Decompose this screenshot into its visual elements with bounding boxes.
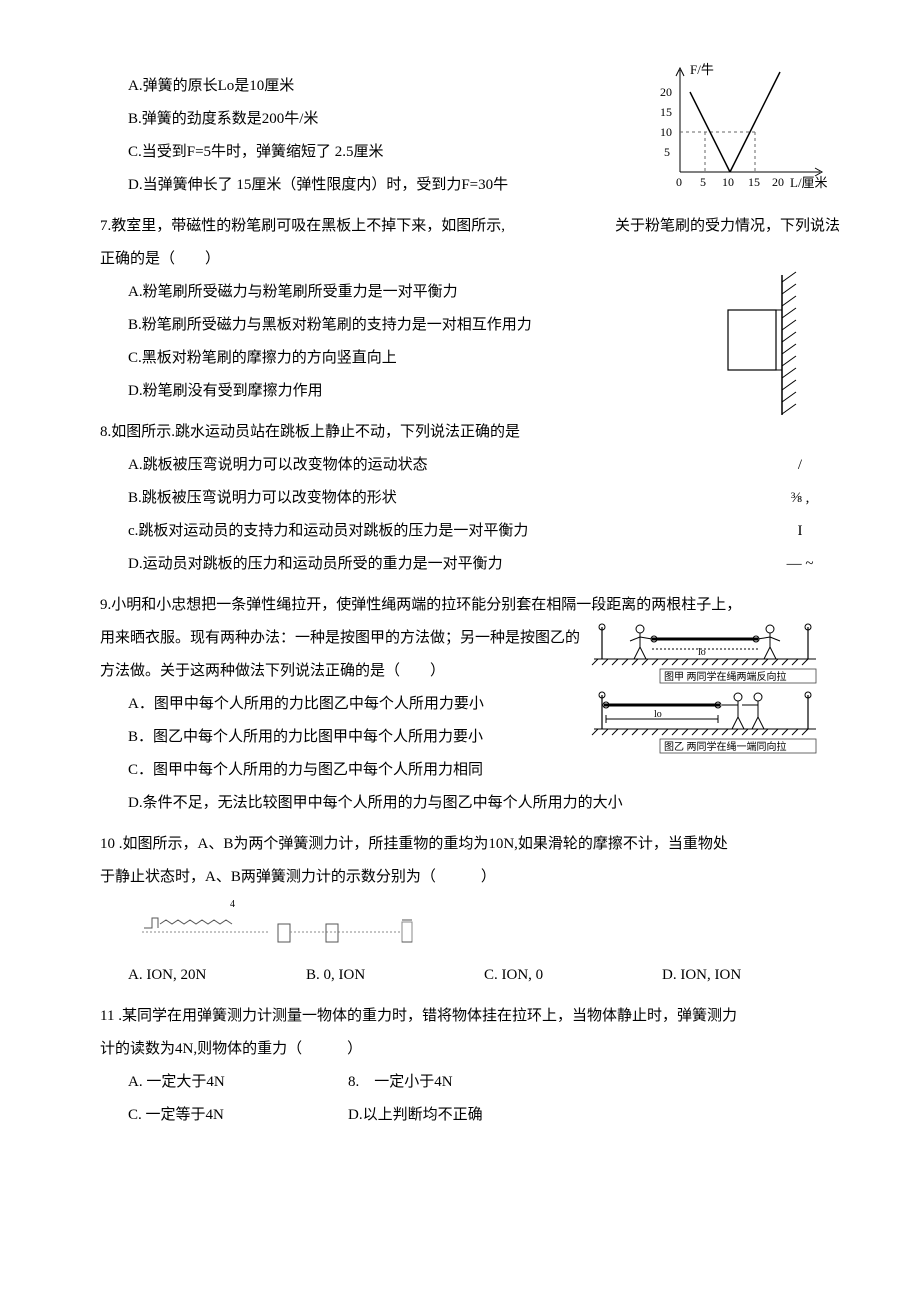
q8-block: 8.如图所示.跳水运动员站在跳板上静止不动，下列说法正确的是 A.跳板被压弯说明…: [100, 416, 840, 581]
svg-text:15: 15: [660, 105, 672, 119]
svg-text:15: 15: [748, 175, 760, 189]
q7-stem-a: 7.教室里，带磁性的粉笔刷可吸在黑板上不掉下来，如图所示,: [100, 210, 505, 243]
q8-stem: 8.如图所示.跳水运动员站在跳板上静止不动，下列说法正确的是: [100, 416, 840, 449]
diver-glyph-2: ⅜ ,: [760, 482, 840, 515]
svg-text:0: 0: [676, 175, 682, 189]
q11-optD: D.以上判断均不正确: [348, 1099, 483, 1132]
q11-optC: C. 一定等于4N: [128, 1099, 348, 1132]
q6-block: F/牛 L/厘米 5 10 15 20 0 5 10 15 20 A.弹簧的原长…: [100, 70, 840, 202]
svg-text:20: 20: [772, 175, 784, 189]
q11-block: 11 .某同学在用弹簧测力计测量一物体的重力时，错将物体挂在拉环上，当物体静止时…: [100, 1000, 840, 1132]
svg-text:10: 10: [660, 125, 672, 139]
fl-chart-fig: F/牛 L/厘米 5 10 15 20 0 5 10 15 20: [650, 62, 830, 205]
svg-text:lo: lo: [698, 647, 706, 658]
pulley-svg: [140, 910, 440, 944]
svg-text:5: 5: [664, 145, 670, 159]
pulley-small-num: 4: [140, 900, 840, 910]
q11-stem-a: 11 .某同学在用弹簧测力计测量一物体的重力时，错将物体挂在拉环上，当物体静止时…: [100, 1000, 840, 1033]
q7-block: 7.教室里，带磁性的粉笔刷可吸在黑板上不掉下来，如图所示, 关于粉笔刷的受力情况…: [100, 210, 840, 408]
q9-block: 9.小明和小忠想把一条弹性绳拉开，使弹性绳两端的拉环能分别套在相隔一段距离的两根…: [100, 589, 840, 820]
pulley-diagram: 4: [100, 900, 840, 957]
rope-diagram: lo 图甲 两同学在绳两端反向拉: [590, 619, 820, 772]
q8-optD: D.运动员对跳板的压力和运动员所受的重力是一对平衡力: [100, 548, 760, 581]
q11-stem-b: 计的读数为4N,则物体的重力（ ）: [100, 1033, 840, 1066]
q10-optA: A. ION, 20N: [128, 959, 306, 992]
q9-stem-a: 9.小明和小忠想把一条弹性绳拉开，使弹性绳两端的拉环能分别套在相隔一段距离的两根…: [100, 589, 840, 622]
diver-glyph-3: I: [760, 515, 840, 548]
q11-optB: 8. 一定小于4N: [348, 1066, 453, 1099]
q9-optD: D.条件不足，无法比较图甲中每个人所用的力与图乙中每个人所用力的大小: [100, 787, 840, 820]
rope-cap1: 图甲 两同学在绳两端反向拉: [664, 670, 787, 683]
brush-fig: [720, 270, 810, 433]
svg-text:20: 20: [660, 85, 672, 99]
q10-optD: D. ION, ION: [662, 959, 840, 992]
svg-text:lo: lo: [654, 709, 662, 720]
rope-cap2: 图乙 两同学在绳一端同向拉: [664, 740, 787, 753]
fl-chart-svg: F/牛 L/厘米 5 10 15 20 0 5 10 15 20: [650, 62, 830, 192]
rope-svg: lo 图甲 两同学在绳两端反向拉: [590, 619, 820, 759]
svg-text:5: 5: [700, 175, 706, 189]
q10-block: 10 .如图所示，A、B为两个弹簧测力计，所挂重物的重均为10N,如果滑轮的摩擦…: [100, 828, 840, 992]
q10-optC: C. ION, 0: [484, 959, 662, 992]
q8-optA: A.跳板被压弯说明力可以改变物体的运动状态: [100, 449, 760, 482]
q10-optB: B. 0, ION: [306, 959, 484, 992]
diver-glyph-4: — ~: [760, 548, 840, 581]
q8-optC: c.跳板对运动员的支持力和运动员对跳板的压力是一对平衡力: [100, 515, 760, 548]
brush-svg: [720, 270, 810, 420]
q7-stem-b: 关于粉笔刷的受力情况，下列说法: [615, 210, 840, 243]
q10-stem-a: 10 .如图所示，A、B为两个弹簧测力计，所挂重物的重均为10N,如果滑轮的摩擦…: [100, 828, 840, 861]
y-axis-label: F/牛: [690, 62, 714, 77]
x-axis-label: L/厘米: [790, 175, 828, 190]
q10-stem-b: 于静止状态时，A、B两弹簧测力计的示数分别为（ ）: [100, 861, 840, 894]
svg-text:10: 10: [722, 175, 734, 189]
q8-optB: B.跳板被压弯说明力可以改变物体的形状: [100, 482, 760, 515]
diver-glyph-1: /: [760, 449, 840, 482]
q11-optA: A. 一定大于4N: [128, 1066, 348, 1099]
